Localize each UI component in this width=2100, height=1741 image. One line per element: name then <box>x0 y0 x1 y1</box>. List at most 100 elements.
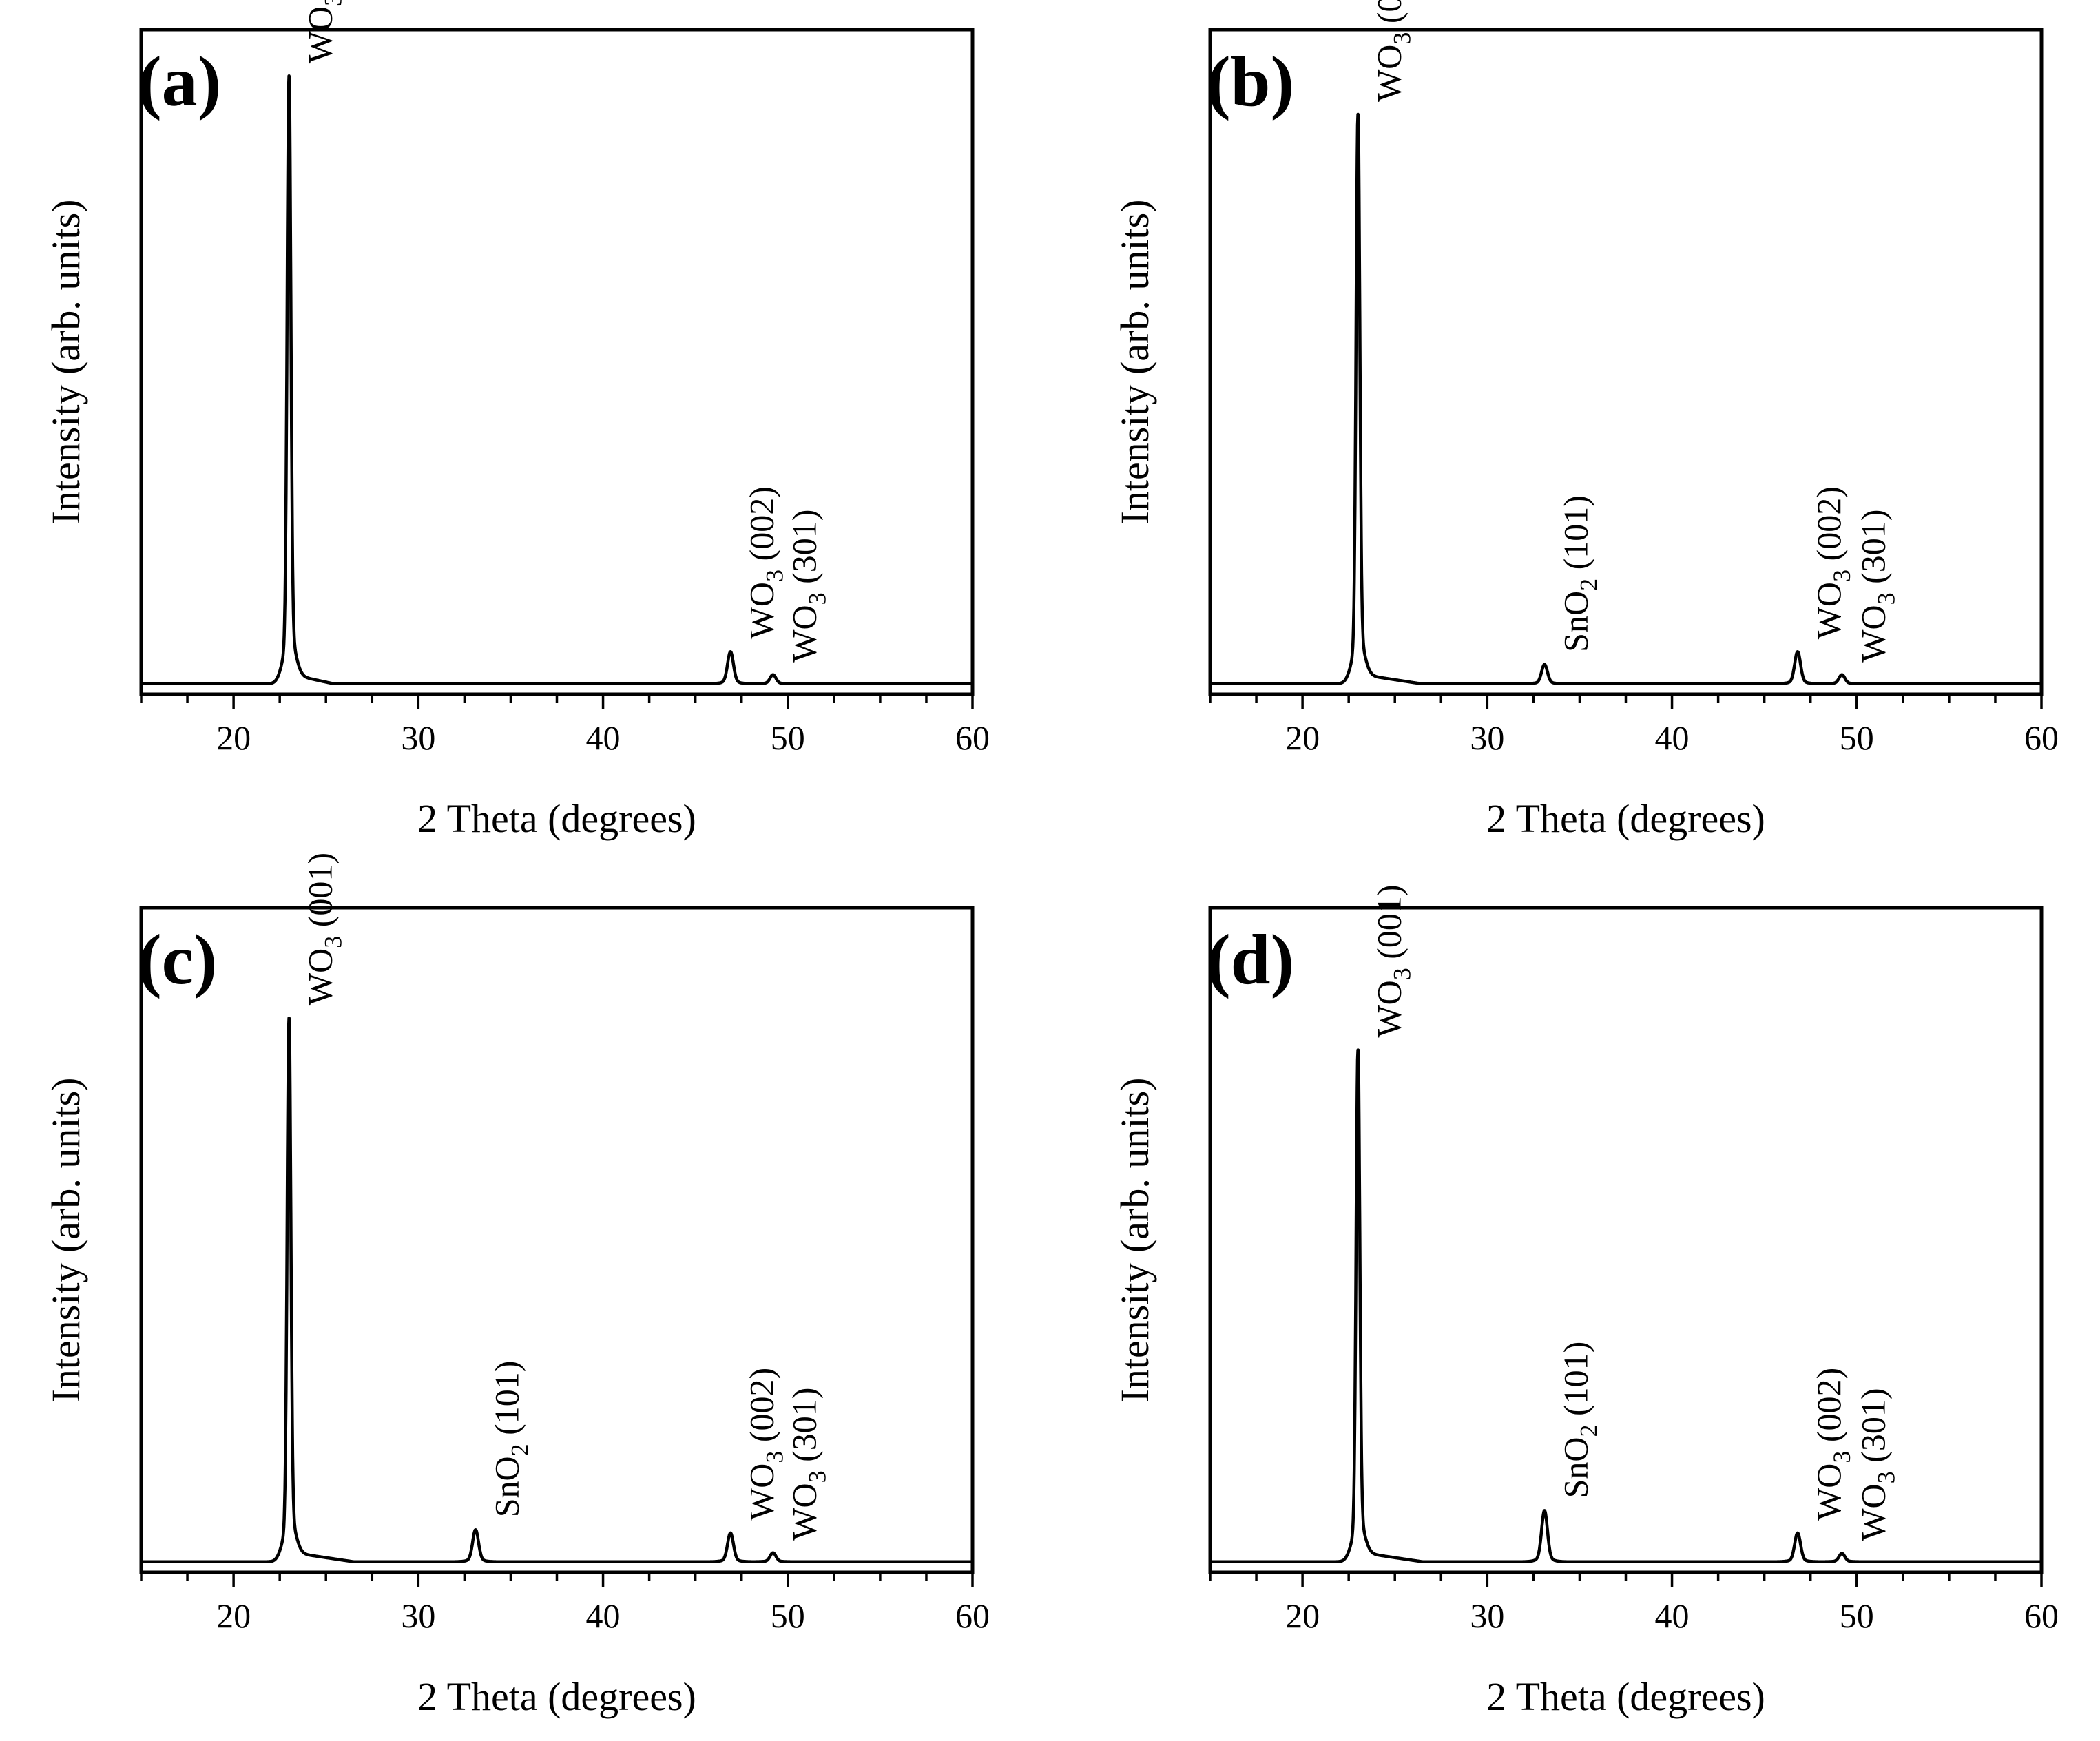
peak-label-sub: 3 <box>803 592 831 605</box>
peak-label-main: SnO <box>487 1456 526 1517</box>
peak-label-main: WO <box>301 948 340 1005</box>
peak-label-tail: (301) <box>1853 510 1892 593</box>
x-tick-label: 50 <box>1840 718 1874 757</box>
x-tick-label: 20 <box>216 1596 251 1635</box>
peak-label: WO3 (001) <box>301 0 347 63</box>
x-tick-label: 60 <box>2024 1596 2059 1635</box>
peak-label-tail: (001) <box>1370 0 1408 32</box>
chart-panel-d: 20 30 40 50 60 2 Theta (degrees) Intensity (ar… <box>1112 884 2059 1719</box>
panel-label: (d) <box>1207 920 1294 999</box>
x-axis-title: 2 Theta (degrees) <box>417 1674 696 1719</box>
x-tick-label: 30 <box>1470 718 1504 757</box>
peak-label-main: WO <box>1809 1463 1848 1521</box>
peak-label-sub: 3 <box>1828 1451 1855 1463</box>
x-tick-label: 50 <box>771 718 805 757</box>
x-tick-label: 30 <box>401 718 435 757</box>
peak-label-tail: (002) <box>1809 486 1848 570</box>
chart-panel-b: 20 30 40 50 60 2 Theta (degrees) Intensity (ar… <box>1112 0 2059 841</box>
y-axis-title: Intensity (arb. units) <box>43 1078 88 1403</box>
peak-label-sub: 3 <box>803 1470 831 1483</box>
peak-label-tail: (001) <box>1370 884 1408 968</box>
peak-label-sub: 3 <box>1872 592 1900 605</box>
peak-label-sub: 3 <box>761 570 789 582</box>
x-tick-label: 30 <box>401 1596 435 1635</box>
xrd-trace <box>1209 112 2043 685</box>
chart-panel-c: 20 30 40 50 60 2 Theta (degrees) Intensity (ar… <box>43 853 990 1719</box>
peak-label-main: WO <box>1370 980 1408 1037</box>
peak-label-sub: 3 <box>320 936 347 948</box>
x-axis-title: 2 Theta (degrees) <box>1486 796 1765 841</box>
x-tick-label: 30 <box>1470 1596 1504 1635</box>
plot-frame <box>1208 28 2044 696</box>
peak-label-sub: 3 <box>1828 570 1855 582</box>
xrd-trace <box>140 74 974 685</box>
peak-label: WO3 (002) <box>742 486 789 639</box>
panel-label: (a) <box>138 42 221 121</box>
y-axis-title: Intensity (arb. units) <box>1112 200 1157 525</box>
x-tick-label: 40 <box>586 718 621 757</box>
peak-label-main: WO <box>1853 605 1892 662</box>
peak-label-main: WO <box>742 1463 781 1521</box>
peak-label-tail: (301) <box>1853 1388 1892 1472</box>
peak-label: SnO2 (101) <box>1556 495 1602 652</box>
peak-label: WO3 (301) <box>1853 510 1900 663</box>
x-axis-title: 2 Theta (degrees) <box>1486 1674 1765 1719</box>
peak-label-main: WO <box>784 605 823 662</box>
plot-frame <box>139 28 975 696</box>
peak-label-sub: 2 <box>506 1443 533 1456</box>
peak-label-main: WO <box>784 1483 823 1540</box>
peak-label: WO3 (001) <box>1370 0 1416 102</box>
peak-label-tail: (301) <box>784 1388 823 1471</box>
xrd-trace <box>1209 1048 2043 1563</box>
peak-label: WO3 (001) <box>301 853 347 1005</box>
peak-label-tail: (002) <box>742 486 781 570</box>
peak-label-main: WO <box>1853 1483 1892 1541</box>
x-tick-label: 20 <box>216 718 251 757</box>
x-tick-label: 40 <box>586 1596 621 1635</box>
peak-label-main: WO <box>301 6 340 63</box>
peak-label-tail: (001) <box>301 853 340 936</box>
x-tick-label: 60 <box>955 718 990 757</box>
panel-label: (c) <box>138 920 217 999</box>
x-tick-label: 20 <box>1285 718 1320 757</box>
peak-label-tail: (101) <box>1556 495 1594 578</box>
x-tick-label: 50 <box>771 1596 805 1635</box>
peak-label-main: WO <box>742 582 781 639</box>
panel-label: (b) <box>1207 42 1294 121</box>
peak-label: WO3 (002) <box>742 1368 789 1521</box>
peak-label-sub: 3 <box>1389 968 1416 980</box>
x-tick-label: 60 <box>2024 718 2059 757</box>
y-axis-title: Intensity (arb. units) <box>1112 1078 1157 1403</box>
peak-label-sub: 2 <box>1574 1424 1602 1437</box>
peak-label: WO3 (301) <box>1853 1388 1900 1541</box>
plot-frame <box>1208 906 2044 1574</box>
peak-label-main: SnO <box>1556 591 1594 652</box>
peak-label: SnO2 (101) <box>487 1361 533 1518</box>
peak-label: WO3 (301) <box>784 510 831 663</box>
peak-label-main: WO <box>1809 582 1848 639</box>
peak-label-sub: 3 <box>1872 1471 1900 1483</box>
x-tick-label: 20 <box>1285 1596 1320 1635</box>
peak-label: WO3 (002) <box>1809 1368 1855 1521</box>
peak-label: WO3 (001) <box>1370 884 1416 1037</box>
peak-label: WO3 (002) <box>1809 486 1855 639</box>
peak-label-tail: (002) <box>742 1368 781 1451</box>
x-tick-label: 40 <box>1655 718 1690 757</box>
peak-label-tail: (101) <box>1556 1342 1594 1425</box>
peak-label-main: WO <box>1370 45 1408 102</box>
x-tick-label: 50 <box>1840 1596 1874 1635</box>
peak-label-sub: 3 <box>320 0 347 6</box>
chart-panel-a: 20 30 40 50 60 2 Theta (degrees) Intensity (ar… <box>43 0 990 841</box>
peak-label-tail: (101) <box>487 1361 526 1444</box>
x-tick-label: 60 <box>955 1596 990 1635</box>
x-tick-label: 40 <box>1655 1596 1690 1635</box>
xrd-trace <box>140 1016 974 1563</box>
peak-label-main: SnO <box>1556 1437 1594 1498</box>
peak-label-tail: (301) <box>784 510 823 593</box>
peak-label-sub: 2 <box>1574 578 1602 591</box>
plot-frame <box>139 906 975 1574</box>
peak-label: WO3 (301) <box>784 1388 831 1541</box>
peak-label-sub: 3 <box>1389 32 1416 45</box>
peak-label-sub: 3 <box>761 1451 789 1463</box>
